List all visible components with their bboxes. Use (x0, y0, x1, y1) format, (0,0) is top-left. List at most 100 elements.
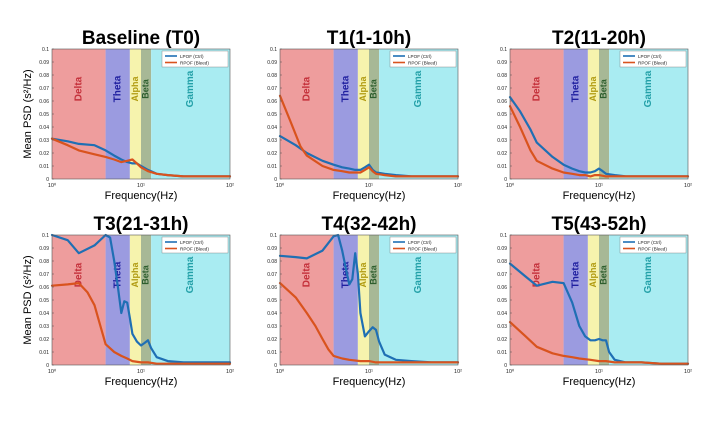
panel-title: T5(43-52h) (551, 214, 646, 235)
band-label-alpha: Alpha (358, 262, 368, 288)
y-tick-label: 0.08 (39, 73, 49, 79)
y-tick-label: 0.1 (500, 47, 507, 53)
panel-title: T2(11-20h) (552, 28, 646, 49)
y-tick-label: 0.06 (39, 285, 49, 291)
band-theta (105, 49, 130, 179)
y-tick-label: 0.02 (39, 151, 49, 157)
x-tick-label: 10² (684, 183, 692, 189)
band-gamma (609, 235, 688, 365)
band-label-delta: Delta (301, 262, 312, 287)
y-tick-label: 0.03 (39, 138, 49, 144)
x-tick-label: 10² (684, 369, 692, 375)
y-tick-label: 0.1 (42, 233, 49, 239)
y-tick-label: 0.03 (497, 324, 507, 330)
y-tick-label: 0.1 (500, 233, 507, 239)
legend-entry: RPOF (Bleed) (408, 60, 437, 65)
y-tick-label: 0.09 (267, 246, 277, 252)
x-tick-label: 10² (226, 183, 234, 189)
y-tick-label: 0.04 (39, 311, 49, 317)
y-tick-label: 0.03 (39, 324, 49, 330)
y-tick-label: 0.01 (267, 164, 277, 170)
y-tick-label: 0 (46, 363, 49, 369)
band-label-theta: Theta (340, 75, 351, 102)
band-label-beta: Beta (368, 78, 378, 99)
band-theta (563, 235, 588, 365)
band-theta (333, 49, 358, 179)
x-axis-label: Frequency(Hz) (105, 376, 178, 388)
band-label-theta: Theta (112, 261, 123, 288)
legend-box (161, 236, 229, 254)
legend-entry: RPOF (Bleed) (408, 246, 437, 251)
x-tick-label: 10¹ (595, 183, 603, 189)
band-label-gamma: Gamma (643, 256, 654, 293)
band-label-theta: Theta (340, 261, 351, 288)
y-tick-label: 0 (46, 177, 49, 183)
band-alpha (357, 49, 369, 179)
y-tick-label: 0.02 (497, 151, 507, 157)
band-label-gamma: Gamma (185, 70, 196, 107)
y-tick-label: 0 (274, 177, 277, 183)
band-gamma (609, 49, 688, 179)
y-tick-label: 0.01 (39, 164, 49, 170)
y-tick-label: 0.03 (267, 324, 277, 330)
band-beta (369, 49, 380, 179)
y-tick-label: 0.04 (39, 125, 49, 131)
band-label-alpha: Alpha (130, 262, 140, 288)
y-tick-label: 0.08 (39, 259, 49, 265)
panel-2: T2(11-20h) Delta Theta Alpha Beta Gamma 0 0.01 0… (497, 28, 692, 202)
band-beta (599, 235, 610, 365)
y-tick-label: 0.1 (270, 47, 277, 53)
band-delta (280, 49, 334, 179)
legend-entry: LPOF (Ctrl) (638, 54, 662, 59)
x-tick-label: 10⁰ (48, 182, 57, 189)
y-tick-label: 0.05 (497, 112, 507, 118)
y-tick-label: 0.04 (497, 125, 507, 131)
panel-title: T1(1-10h) (327, 28, 411, 49)
legend-entry: LPOF (Ctrl) (408, 240, 432, 245)
band-theta (105, 235, 130, 365)
y-tick-label: 0.02 (39, 337, 49, 343)
band-label-beta: Beta (140, 264, 150, 285)
legend-entry: RPOF (Bleed) (638, 246, 667, 251)
x-tick-label: 10⁰ (506, 368, 515, 375)
y-tick-label: 0.06 (39, 99, 49, 105)
y-tick-label: 0.07 (267, 86, 277, 92)
panel-5: T5(43-52h) Delta Theta Alpha Beta Gamma 0 0.01 0… (497, 214, 692, 388)
band-gamma (151, 49, 230, 179)
band-alpha (129, 235, 141, 365)
panel-0: Baseline (T0) Delta Theta Alpha Beta Gamma 0 0.… (22, 28, 234, 202)
y-tick-label: 0.05 (39, 112, 49, 118)
y-tick-label: 0.05 (267, 112, 277, 118)
band-beta (141, 235, 152, 365)
x-tick-label: 10¹ (137, 183, 145, 189)
band-beta (141, 49, 152, 179)
series-line-rpof (508, 105, 690, 178)
y-tick-label: 0.01 (497, 164, 507, 170)
legend-entry: RPOF (Bleed) (638, 60, 667, 65)
legend-entry: LPOF (Ctrl) (408, 54, 432, 59)
y-tick-label: 0.1 (270, 233, 277, 239)
x-axis-label: Frequency(Hz) (105, 190, 178, 202)
x-axis-label: Frequency(Hz) (563, 376, 636, 388)
x-tick-label: 10² (454, 369, 462, 375)
band-label-gamma: Gamma (413, 256, 424, 293)
band-label-gamma: Gamma (643, 70, 654, 107)
y-tick-label: 0.02 (267, 337, 277, 343)
band-alpha (587, 49, 599, 179)
x-tick-label: 10⁰ (48, 368, 57, 375)
band-label-beta: Beta (140, 78, 150, 99)
panel-title: T4(32-42h) (321, 214, 416, 235)
y-tick-label: 0.09 (39, 60, 49, 66)
y-tick-label: 0.02 (497, 337, 507, 343)
band-label-theta: Theta (570, 75, 581, 102)
band-label-beta: Beta (368, 264, 378, 285)
panel-1: T1(1-10h) Delta Theta Alpha Beta Gamma 0 0.01 0.… (267, 28, 462, 202)
legend-entry: RPOF (Bleed) (180, 60, 209, 65)
legend-entry: LPOF (Ctrl) (180, 240, 204, 245)
x-axis-label: Frequency(Hz) (333, 376, 406, 388)
series-line-lpof (278, 233, 460, 364)
legend-box (619, 236, 687, 254)
y-tick-label: 0.06 (267, 285, 277, 291)
y-tick-label: 0.04 (267, 125, 277, 131)
